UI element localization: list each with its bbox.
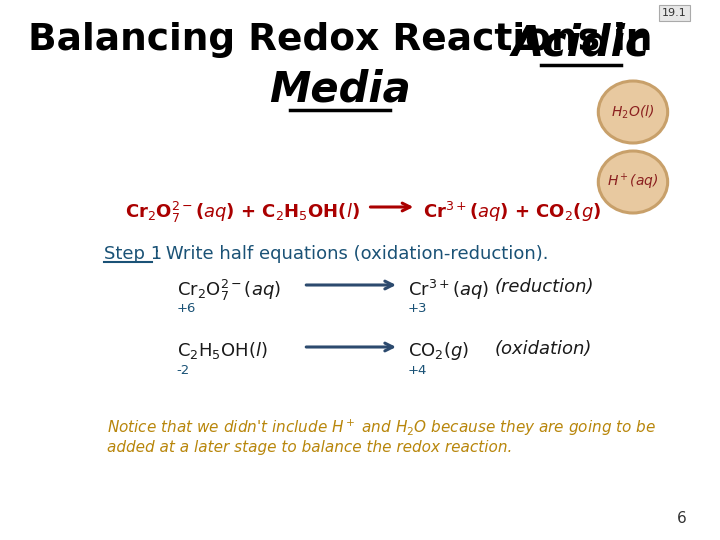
Text: (oxidation): (oxidation) <box>494 340 592 358</box>
Text: H$_2$O($l$): H$_2$O($l$) <box>611 103 654 121</box>
Ellipse shape <box>598 151 667 213</box>
Text: Step 1: Step 1 <box>104 245 162 263</box>
Text: added at a later stage to balance the redox reaction.: added at a later stage to balance the re… <box>107 440 513 455</box>
Text: +4: +4 <box>408 364 427 377</box>
Text: : Write half equations (oxidation-reduction).: : Write half equations (oxidation-reduct… <box>154 245 549 263</box>
Text: Notice that we didn't include H$^+$ and H$_2$O because they are going to be: Notice that we didn't include H$^+$ and … <box>107 418 657 438</box>
Text: +3: +3 <box>408 302 427 315</box>
Text: Cr$_2$O$_7^{2-}$($aq$): Cr$_2$O$_7^{2-}$($aq$) <box>177 278 281 303</box>
Text: (reduction): (reduction) <box>494 278 594 296</box>
Text: Cr$_2$O$_7^{2-}$($aq$) + C$_2$H$_5$OH($l$): Cr$_2$O$_7^{2-}$($aq$) + C$_2$H$_5$OH($l… <box>125 200 359 225</box>
Text: Media: Media <box>269 68 410 110</box>
Text: H$^+$($aq$): H$^+$($aq$) <box>607 172 659 192</box>
Text: 19.1: 19.1 <box>662 8 687 18</box>
Text: Balancing Redox Reactions in: Balancing Redox Reactions in <box>27 22 652 58</box>
Text: CO$_2$($g$): CO$_2$($g$) <box>408 340 469 362</box>
Text: Cr$^{3+}$($aq$) + CO$_2$($g$): Cr$^{3+}$($aq$) + CO$_2$($g$) <box>423 200 601 224</box>
Ellipse shape <box>598 81 667 143</box>
Text: +6: +6 <box>177 302 196 315</box>
Text: C$_2$H$_5$OH($l$): C$_2$H$_5$OH($l$) <box>177 340 268 361</box>
Text: Cr$^{3+}$($aq$): Cr$^{3+}$($aq$) <box>408 278 489 302</box>
Text: 6: 6 <box>677 511 687 526</box>
Text: Acidic: Acidic <box>512 22 650 64</box>
Text: -2: -2 <box>177 364 190 377</box>
